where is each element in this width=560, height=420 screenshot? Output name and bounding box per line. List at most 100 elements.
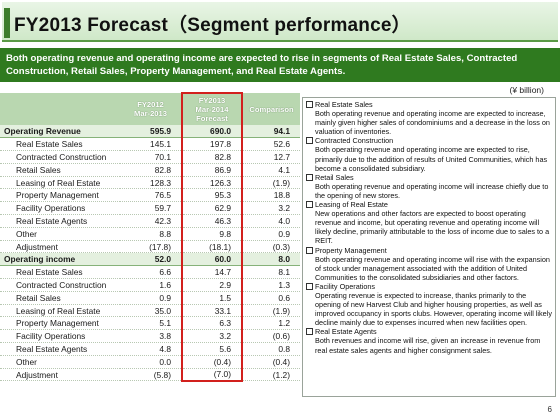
comparison-value: 52.6	[242, 137, 300, 152]
fy2012-value: 8.8	[120, 227, 182, 241]
comparison-value: 4.1	[242, 163, 300, 177]
note-body: Both operating revenue and operating inc…	[315, 254, 550, 282]
fy2013-forecast-value: 62.9	[181, 201, 243, 216]
segment-table-wrap: FY2012 Mar-2013 FY2013 Mar-2014 Forecast Co…	[0, 92, 300, 382]
fy2013-forecast-value: (0.4)	[181, 355, 243, 369]
fy2013-forecast-value: 86.9	[181, 163, 243, 177]
title-accent-bar	[4, 8, 10, 38]
checkbox-square-icon	[306, 328, 313, 336]
header-blank	[0, 93, 120, 125]
fy2013-forecast-value: 95.3	[181, 188, 243, 203]
note-body: Both operating revenue and operating inc…	[315, 145, 548, 173]
comparison-value: 4.0	[242, 214, 300, 228]
fy2013-forecast-value: 126.3	[181, 176, 243, 190]
fy2012-value: 82.8	[120, 163, 182, 177]
fy2012-value: 0.0	[120, 355, 182, 369]
note-body: Operating revenue is expected to increas…	[315, 290, 552, 328]
note-heading: Leasing of Real Estate	[306, 200, 552, 209]
fy2013-forecast-value: (18.1)	[181, 240, 243, 254]
table-row: Contracted Construction 70.1 82.8 12.7	[0, 150, 300, 164]
table-row: Leasing of Real Estate 128.3 126.3 (1.9)	[0, 176, 300, 190]
table-row: Adjustment (5.8) (7.0) (1.2)	[0, 368, 300, 382]
table-header-row: FY2012 Mar-2013 FY2013 Mar-2014 Forecast Co…	[0, 92, 300, 125]
row-label: Facility Operations	[0, 329, 120, 344]
revenue-total-row: Operating Revenue 595.9 690.0 94.1	[0, 125, 300, 139]
comparison-value: 0.8	[242, 342, 300, 356]
table-row: Other 0.0 (0.4) (0.4)	[0, 355, 300, 369]
fy2013-forecast-value: 1.5	[181, 291, 243, 305]
fy2013-forecast-value: 690.0	[181, 125, 243, 139]
fy2012-value: 1.6	[120, 278, 182, 292]
row-label: Real Estate Sales	[0, 265, 120, 280]
table-row: Retail Sales 82.8 86.9 4.1	[0, 163, 300, 177]
fy2013-forecast-value: 2.9	[181, 278, 243, 292]
comparison-value: (0.3)	[242, 240, 300, 254]
note-heading: Property Management	[306, 246, 552, 255]
fy2012-value: 128.3	[120, 176, 182, 190]
note-heading-text: Contracted Construction	[315, 136, 394, 146]
fy2013-forecast-value: 60.0	[181, 252, 243, 267]
checkbox-square-icon	[306, 282, 313, 290]
checkbox-square-icon	[306, 201, 313, 209]
note-heading: Real Estate Agents	[306, 327, 552, 336]
comparison-value: 1.3	[242, 278, 300, 292]
table-row: Real Estate Agents 4.8 5.6 0.8	[0, 342, 300, 356]
note-heading-text: Retail Sales	[315, 172, 354, 182]
fy2012-value: 595.9	[120, 125, 182, 139]
note-heading: Facility Operations	[306, 282, 552, 291]
table-row: Leasing of Real Estate 35.0 33.1 (1.9)	[0, 304, 300, 318]
comparison-value: 3.2	[242, 201, 300, 216]
fy2012-value: (5.8)	[120, 368, 182, 382]
row-label: Leasing of Real Estate	[0, 176, 120, 190]
fy2013-forecast-value: 197.8	[181, 137, 243, 152]
comparison-value: 0.9	[242, 227, 300, 241]
fy2012-value: 52.0	[120, 252, 182, 267]
row-label: Real Estate Agents	[0, 342, 120, 356]
unit-label: (¥ billion)	[509, 85, 545, 95]
header-comparison: Comparison	[242, 93, 300, 125]
fy2013-forecast-value: (7.0)	[181, 368, 243, 382]
note-heading-text: Real Estate Agents	[315, 327, 377, 337]
row-label: Operating Revenue	[0, 125, 120, 139]
row-label: Facility Operations	[0, 201, 120, 216]
row-label: Operating income	[0, 252, 120, 267]
comparison-value: (1.9)	[242, 304, 300, 318]
fy2012-value: (17.8)	[120, 240, 182, 254]
checkbox-square-icon	[306, 101, 313, 109]
header-fy2013-forecast: FY2013 Mar-2014 Forecast	[181, 92, 243, 125]
header-fy2012: FY2012 Mar-2013	[120, 93, 182, 125]
row-label: Contracted Construction	[0, 150, 120, 164]
fy2012-value: 0.9	[120, 291, 182, 305]
note-heading-text: Facility Operations	[315, 281, 376, 291]
checkbox-square-icon	[306, 137, 313, 145]
summary-banner: Both operating revenue and operating inc…	[0, 48, 560, 82]
row-label: Adjustment	[0, 240, 120, 254]
comparison-value: (1.2)	[242, 368, 300, 382]
note-body: New operations and other factors are exp…	[315, 209, 550, 246]
fy2013-forecast-value: 46.3	[181, 214, 243, 228]
fy2012-value: 59.7	[120, 201, 182, 216]
note-heading-text: Leasing of Real Estate	[315, 200, 388, 210]
row-label: Real Estate Sales	[0, 137, 120, 152]
table-row: Property Management 5.1 6.3 1.2	[0, 316, 300, 331]
table-row: Contracted Construction 1.6 2.9 1.3	[0, 278, 300, 292]
checkbox-square-icon	[306, 246, 313, 254]
table-body: Operating Revenue 595.9 690.0 94.1 Real Esta…	[0, 125, 300, 382]
fy2012-value: 6.6	[120, 265, 182, 280]
comparison-value: 1.2	[242, 316, 300, 331]
table-row: Retail Sales 0.9 1.5 0.6	[0, 291, 300, 305]
fy2012-value: 70.1	[120, 150, 182, 164]
table-row: Facility Operations 3.8 3.2 (0.6)	[0, 329, 300, 344]
checkbox-square-icon	[306, 173, 313, 181]
note-heading-text: Real Estate Sales	[315, 100, 373, 109]
comparison-value: 12.7	[242, 150, 300, 164]
row-label: Real Estate Agents	[0, 214, 120, 228]
fy2013-forecast-value: 3.2	[181, 329, 243, 344]
fy2013-forecast-value: 82.8	[181, 150, 243, 164]
segment-table: FY2012 Mar-2013 FY2013 Mar-2014 Forecast Co…	[0, 92, 300, 382]
fy2012-value: 3.8	[120, 329, 182, 344]
comparison-value: 8.1	[242, 265, 300, 280]
table-row: Property Management 76.5 95.3 18.8	[0, 188, 300, 203]
comparison-value: (1.9)	[242, 176, 300, 190]
comparison-value: 18.8	[242, 188, 300, 203]
